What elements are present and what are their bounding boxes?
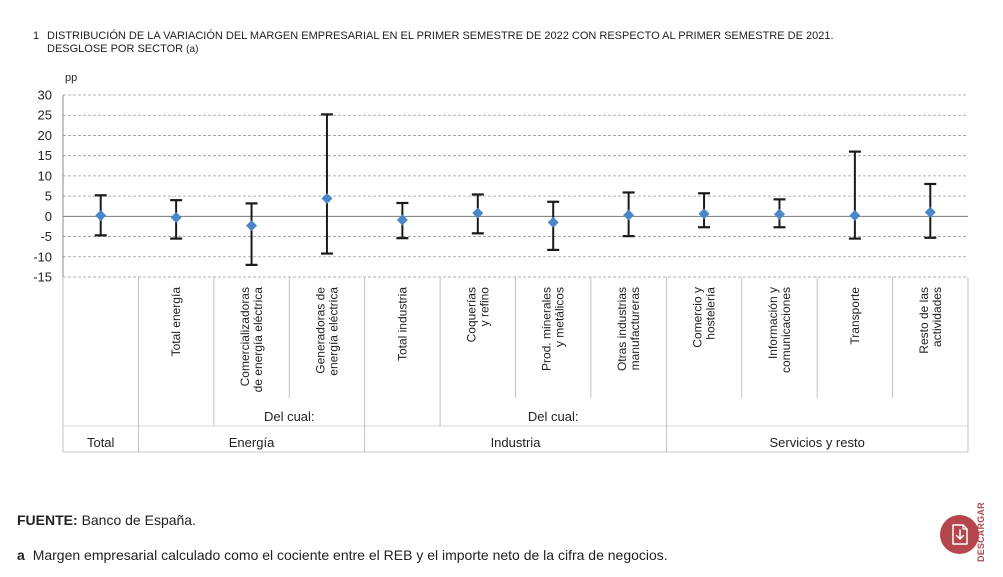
diamond-marker: [170, 212, 182, 224]
diamond-marker: [396, 214, 408, 226]
category-label: Resto de las: [917, 287, 931, 354]
download-document-icon: [952, 524, 968, 545]
group-label: Total: [87, 435, 115, 450]
diamond-marker: [321, 193, 333, 205]
source-text: FUENTE: Banco de España.: [17, 512, 196, 528]
category-label: Prod. minerales: [540, 287, 554, 371]
y-tick-label: 20: [38, 128, 52, 143]
chart-title-line1: DISTRIBUCIÓN DE LA VARIACIÓN DEL MARGEN …: [47, 30, 834, 42]
y-axis-label: pp: [65, 72, 77, 84]
y-tick-label: -10: [33, 249, 52, 264]
chart-title-note-ref: (a): [186, 44, 199, 55]
category-label: manufactureras: [628, 287, 642, 370]
y-tick-label: 0: [45, 209, 52, 224]
footnote: a Margen empresarial calculado como el c…: [17, 547, 668, 563]
category-label: Total industria: [395, 287, 409, 361]
subgroup-label: Del cual:: [528, 409, 579, 424]
diamond-marker: [773, 208, 785, 220]
chart-number: 1: [33, 30, 40, 42]
diamond-marker: [924, 206, 936, 218]
group-label: Energía: [229, 435, 275, 450]
diamond-marker: [849, 210, 861, 222]
source-label: FUENTE:: [17, 512, 78, 528]
diamond-marker: [95, 210, 107, 222]
category-label: hostelería: [704, 287, 718, 340]
category-label: y metálicos: [553, 287, 567, 347]
y-tick-label: 5: [45, 189, 52, 204]
y-tick-label: 15: [38, 148, 52, 163]
category-label: Comercio y: [691, 287, 705, 348]
source-value: Banco de España.: [81, 512, 196, 528]
category-label: de energía eléctrica: [251, 287, 265, 393]
category-label: actividades: [930, 287, 944, 347]
y-tick-label: -5: [40, 229, 52, 244]
category-label: Transporte: [848, 287, 862, 345]
diamond-marker: [472, 207, 484, 219]
y-tick-label: -15: [33, 270, 52, 285]
group-label: Servicios y resto: [769, 435, 864, 450]
category-label: Generadoras de: [313, 287, 327, 374]
subgroup-label: Del cual:: [264, 409, 315, 424]
y-tick-label: 30: [38, 88, 52, 103]
chart-title-line2-text: DESGLOSE POR SECTOR: [47, 43, 184, 55]
y-tick-label: 25: [38, 108, 52, 123]
category-label: Coquerías: [464, 287, 478, 342]
category-label: Total energía: [169, 287, 183, 357]
chart: pp 30 25 20 15 10 5 0 -5 -10 -15 Del cual: Del cual:…: [33, 72, 969, 453]
chart-title-line2: DESGLOSE POR SECTOR (a): [47, 43, 198, 56]
diamond-marker: [246, 220, 258, 232]
y-tick-label: 10: [38, 168, 52, 183]
group-label: Industria: [491, 435, 542, 450]
category-label: Comercializadoras: [238, 287, 252, 386]
category-label: energía eléctrica: [326, 287, 340, 376]
diamond-marker: [623, 209, 635, 221]
category-label: y refino: [477, 287, 491, 327]
footnote-label: a: [17, 547, 25, 563]
category-label: comunicaciones: [779, 287, 793, 373]
category-label: Información y: [766, 287, 780, 359]
download-label[interactable]: DESCARGAR: [976, 502, 986, 562]
diamond-marker: [547, 216, 559, 228]
diamond-marker: [698, 208, 710, 220]
download-button[interactable]: [940, 515, 979, 554]
footnote-text: Margen empresarial calculado como el coc…: [32, 547, 668, 563]
category-label: Otras industrias: [615, 287, 629, 371]
